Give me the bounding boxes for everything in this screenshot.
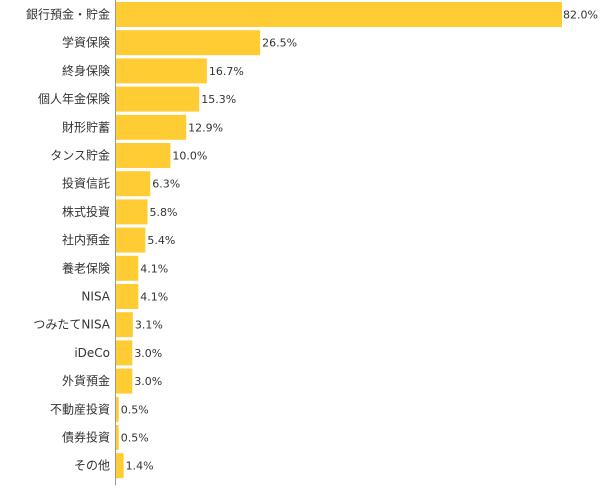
bar-13 <box>116 340 133 366</box>
value-label-11: 4.1% <box>140 291 168 304</box>
bar-5 <box>116 114 187 140</box>
value-label-5: 12.9% <box>188 121 223 134</box>
category-label-6: タンス貯金 <box>50 148 110 163</box>
value-label-16: 0.5% <box>121 432 149 445</box>
bar-10 <box>116 255 139 281</box>
value-label-8: 5.8% <box>150 206 178 219</box>
bar-3 <box>116 58 207 84</box>
labels-group: 銀行預金・貯金 82.0% 学資保険 26.5% 終身保険 16.7% 個人年金保険 15.3… <box>26 7 598 473</box>
category-label-11: NISA <box>81 290 110 304</box>
category-label-12: つみたてNISA <box>33 318 110 332</box>
bar-14 <box>116 368 133 394</box>
value-label-7: 6.3% <box>152 178 180 191</box>
value-label-14: 3.0% <box>134 375 162 388</box>
bar-12 <box>116 312 133 338</box>
category-label-9: 社内預金 <box>62 232 110 247</box>
category-label-8: 株式投資 <box>62 204 110 219</box>
value-label-15: 0.5% <box>121 403 149 416</box>
category-label-17: その他 <box>74 459 110 473</box>
bar-1 <box>116 2 562 27</box>
category-label-14: 外貨預金 <box>62 373 110 388</box>
category-label-3: 終身保険 <box>62 63 110 78</box>
category-label-5: 財形貯蓄 <box>62 119 110 134</box>
bar-16 <box>116 425 119 450</box>
category-label-15: 不動産投資 <box>50 401 110 416</box>
category-label-4: 個人年金保険 <box>38 91 110 106</box>
category-label-16: 債券投資 <box>62 430 110 445</box>
category-label-2: 学資保険 <box>62 35 110 50</box>
bar-17 <box>116 453 124 479</box>
bar-11 <box>116 284 139 309</box>
bar-8 <box>116 199 148 225</box>
value-label-6: 10.0% <box>172 150 207 163</box>
value-label-4: 15.3% <box>201 93 236 106</box>
category-label-7: 投資信託 <box>62 176 110 191</box>
value-label-13: 3.0% <box>134 347 162 360</box>
bar-6 <box>116 143 171 168</box>
category-label-1: 銀行預金・貯金 <box>26 7 110 22</box>
bars-group <box>116 2 562 479</box>
bar-9 <box>116 227 146 253</box>
bar-4 <box>116 86 200 112</box>
bar-2 <box>116 30 261 56</box>
value-label-17: 1.4% <box>126 460 154 473</box>
value-label-10: 4.1% <box>140 262 168 275</box>
bar-15 <box>116 396 119 422</box>
value-label-12: 3.1% <box>135 319 163 332</box>
category-label-13: iDeCo <box>74 346 110 360</box>
value-label-1: 82.0% <box>563 9 598 22</box>
value-label-9: 5.4% <box>147 234 175 247</box>
value-label-3: 16.7% <box>209 65 244 78</box>
category-label-10: 養老保険 <box>62 260 110 275</box>
bar-7 <box>116 171 151 197</box>
value-label-2: 26.5% <box>262 37 297 50</box>
